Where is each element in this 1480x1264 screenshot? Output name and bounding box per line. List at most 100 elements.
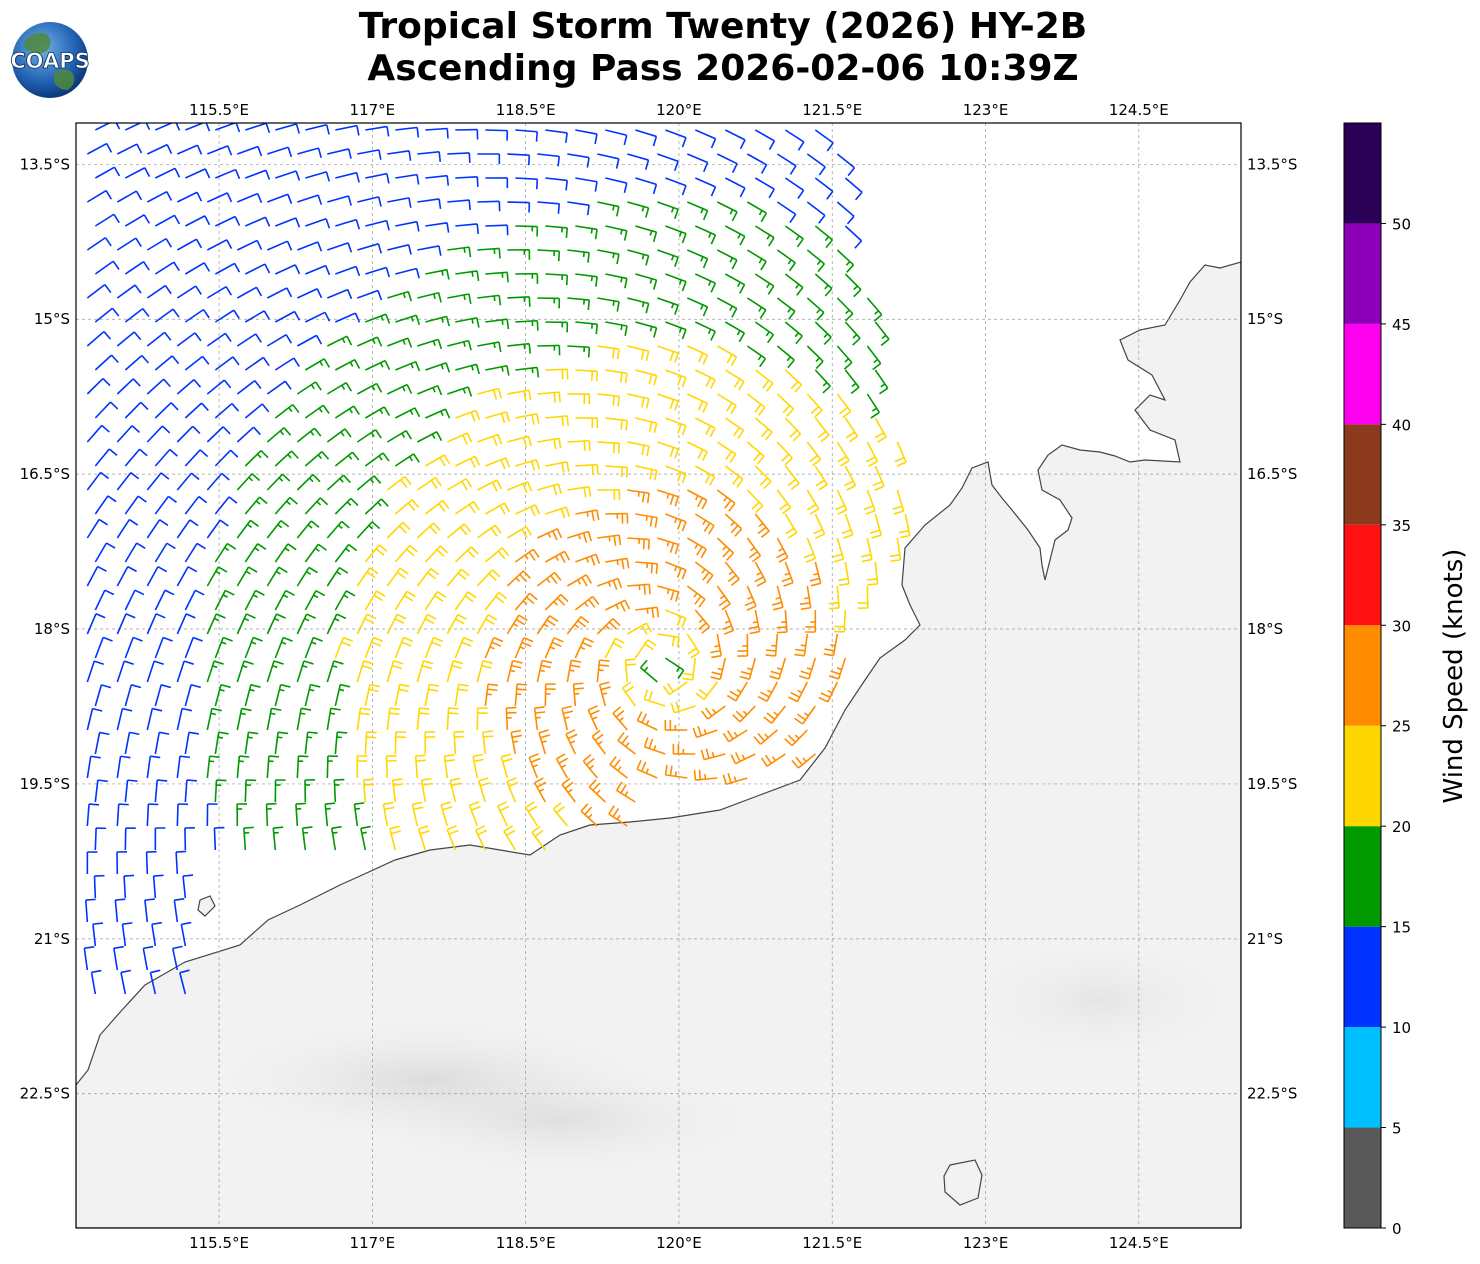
wind-barb: [417, 338, 443, 350]
wind-barb: [214, 356, 240, 371]
colorbar-label: Wind Speed (knots): [1439, 549, 1469, 804]
wind-barb: [453, 730, 465, 755]
wind-barb: [567, 249, 590, 263]
wind-barb: [266, 380, 292, 395]
wind-barb: [424, 590, 447, 611]
wind-barb: [545, 273, 569, 286]
wind-barb: [184, 402, 209, 419]
wind-barb: [476, 659, 493, 683]
wind-barb: [615, 781, 636, 803]
wind-barb: [124, 495, 147, 515]
wind-barb: [266, 287, 293, 299]
wind-barb: [154, 684, 172, 707]
wind-barb: [94, 307, 120, 323]
wind-barb: [334, 405, 360, 419]
wind-barb: [446, 568, 470, 587]
wind-barb: [326, 566, 349, 587]
wind-barb: [574, 637, 594, 659]
wind-barb: [94, 684, 112, 707]
wind-barb: [806, 345, 824, 370]
wind-barb: [587, 705, 600, 731]
wind-barb: [357, 289, 383, 301]
wind-barb: [425, 408, 451, 419]
wind-barb: [605, 557, 630, 570]
wind-barb: [544, 593, 569, 611]
wind-barb: [206, 332, 232, 347]
wind-barb: [296, 613, 317, 635]
wind-barb: [567, 297, 591, 311]
wind-barb: [334, 731, 348, 755]
wind-barb: [591, 729, 606, 755]
wind-barb: [386, 429, 413, 443]
wind-barb: [356, 707, 371, 731]
wind-barb: [635, 465, 658, 481]
wind-barb: [536, 615, 559, 635]
wind-barb: [394, 731, 407, 755]
wind-barb: [296, 520, 320, 539]
wind-barb: [657, 249, 679, 267]
wind-barb: [635, 273, 658, 290]
wind-barb: [746, 297, 767, 319]
wind-barb: [665, 321, 687, 340]
wind-barb: [326, 381, 353, 395]
wind-barb: [860, 537, 873, 563]
wind-barb: [716, 297, 738, 318]
wind-barb: [94, 123, 121, 131]
wind-barb: [455, 223, 479, 234]
wind-barb: [424, 499, 450, 515]
wind-barb: [387, 197, 412, 208]
colorbar-tick-label: 15: [1392, 919, 1411, 937]
colorbar-tick-label: 25: [1392, 718, 1411, 736]
wind-barb: [236, 286, 263, 299]
wind-barb: [236, 707, 252, 731]
wind-barb: [116, 707, 133, 731]
wind-barb: [836, 297, 854, 322]
wind-barb: [447, 432, 473, 445]
wind-barb: [484, 591, 508, 611]
wind-barb: [805, 609, 817, 633]
colorbar-block: [1344, 725, 1381, 827]
wind-barb: [176, 566, 198, 587]
wind-barb: [694, 273, 717, 293]
wind-barb: [116, 803, 129, 827]
wind-barb: [798, 657, 817, 680]
wind-barb: [454, 636, 474, 659]
wind-barb: [605, 225, 628, 241]
wind-barb: [206, 379, 232, 395]
wind-barb: [836, 441, 850, 467]
wind-barb: [575, 463, 599, 475]
wind-barb: [326, 428, 352, 443]
wind-barb: [544, 683, 556, 707]
wind-barb: [525, 801, 539, 827]
wind-barb: [443, 754, 456, 779]
wind-barb: [806, 441, 822, 467]
wind-barb: [146, 707, 163, 731]
wind-barb: [154, 448, 178, 467]
colorbar-tick-label: 20: [1392, 818, 1411, 836]
wind-barb: [274, 310, 301, 323]
wind-barb: [544, 637, 564, 659]
wind-barb: [657, 537, 680, 555]
wind-barb: [716, 537, 735, 561]
wind-barb: [305, 123, 330, 135]
wind-barb: [597, 488, 621, 500]
wind-barb: [455, 409, 481, 422]
wind-barb: [124, 214, 151, 227]
wind-barb: [146, 378, 171, 395]
wind-barb: [814, 129, 834, 152]
wind-barb: [575, 273, 598, 287]
wind-barb: [657, 585, 680, 602]
wind-barb: [94, 589, 115, 611]
colorbar-block: [1344, 625, 1381, 726]
wind-barb: [844, 417, 859, 443]
wind-barb: [507, 296, 531, 307]
wind-barb: [425, 362, 451, 373]
wind-barb: [214, 496, 238, 515]
wind-barb: [898, 513, 911, 539]
wind-barb: [417, 151, 442, 162]
wind-barb: [274, 264, 301, 275]
wind-barb: [657, 297, 679, 315]
wind-barb: [267, 240, 293, 251]
wind-barb: [335, 124, 360, 136]
wind-barb: [214, 636, 233, 659]
